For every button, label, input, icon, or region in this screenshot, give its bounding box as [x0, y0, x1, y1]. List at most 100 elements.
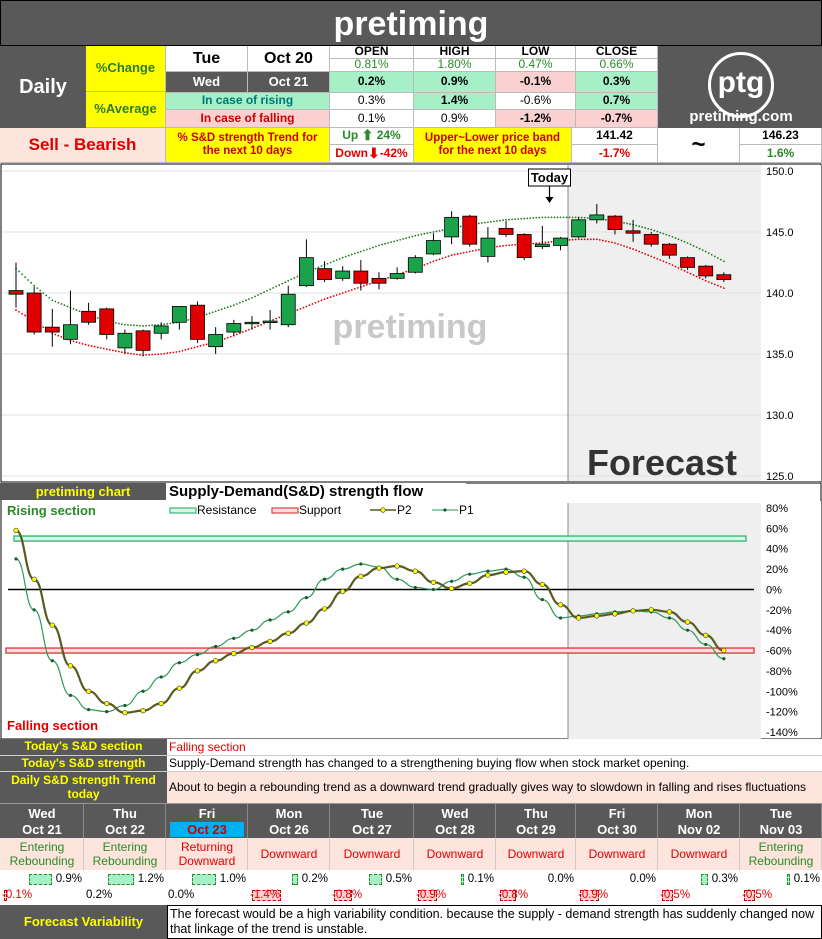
forecast-down-bar: [4, 890, 7, 901]
upper-band-dot: [477, 222, 480, 225]
info-label: Daily S&D strength Trend today: [0, 772, 167, 803]
candle-body: [26, 292, 42, 333]
upper-band-dot: [359, 250, 362, 253]
candle-body: [99, 308, 115, 335]
forecast-down-bar: [252, 890, 281, 901]
lower-band-dot: [272, 318, 275, 321]
candle-body: [135, 330, 151, 351]
p2-point: [430, 579, 437, 585]
p2-point: [576, 615, 582, 621]
lower-band-dot: [248, 328, 250, 331]
upper-band-dot: [432, 231, 435, 233]
forecast-trend-bg: [0, 838, 84, 870]
lower-band-dot: [532, 242, 535, 245]
lower-band-dot: [668, 262, 671, 265]
upper-band-dot: [114, 321, 117, 324]
lower-band-dot: [338, 293, 341, 295]
upper-band-dot: [266, 289, 268, 292]
lower-band-dot: [474, 249, 477, 252]
header-cell: 1.80%: [414, 58, 496, 72]
average-label: %Average: [86, 92, 166, 128]
lower-band-dot: [344, 291, 347, 293]
p1-point: [177, 661, 181, 665]
variability-row: Forecast Variability The forecast would …: [0, 905, 822, 939]
upper-band-dot: [24, 276, 26, 279]
upper-band-dot: [641, 226, 644, 229]
p2-point: [231, 651, 237, 657]
lower-band-dot: [423, 264, 426, 266]
lower-band-dot: [650, 255, 653, 258]
forecast-trend: Entering Rebounding: [748, 840, 814, 869]
candle-body: [298, 257, 314, 287]
sd-y-tick-label: -120%: [766, 707, 798, 719]
p1-point: [395, 577, 399, 581]
lower-band-dot: [229, 335, 232, 338]
upper-band-dot: [423, 232, 426, 235]
lower-band-dot: [589, 238, 592, 241]
lower-band-dot: [99, 347, 102, 349]
upper-band-dot: [626, 222, 628, 225]
p2-point: [684, 619, 691, 625]
lower-band-dot: [238, 332, 241, 335]
upper-band-dot: [120, 323, 123, 326]
upper-band-dot: [96, 317, 99, 319]
lower-band-dot: [441, 257, 444, 260]
upper-band-dot: [350, 253, 353, 256]
p2-legend-label: P2: [397, 503, 412, 517]
candle-body: [353, 270, 369, 284]
forecast-day-header: [576, 804, 658, 838]
lower-band-dot: [257, 325, 259, 327]
lower-band-dot: [686, 271, 689, 274]
upper-band-dot: [45, 294, 48, 297]
forecast-down-bar: [334, 890, 352, 901]
upper-band-dot: [483, 221, 486, 224]
p1-point: [359, 562, 363, 566]
upper-band-dot: [130, 324, 132, 327]
forecast-trend: Entering Rebounding: [92, 840, 158, 869]
lower-band-dot: [341, 292, 344, 294]
candle-body: [226, 323, 242, 333]
p2-point: [176, 685, 182, 691]
upper-band-dot: [226, 306, 229, 309]
lower-band-dot: [136, 353, 138, 356]
candle-body: [534, 243, 550, 248]
lower-band-dot: [405, 270, 408, 273]
lower-band-dot: [320, 299, 323, 302]
p2-point: [213, 658, 219, 664]
support-line: [5, 647, 755, 654]
forecast-trend-bg: [414, 838, 496, 870]
upper-band-dot: [275, 285, 278, 288]
forecast-down-value: -0.5%: [660, 889, 691, 901]
lower-band-dot: [583, 238, 586, 241]
lower-band-dot: [595, 238, 598, 241]
candle-body: [480, 237, 496, 257]
upper-band-dot: [254, 295, 256, 298]
sd-y-tick-label: -40%: [766, 625, 792, 637]
lower-band-dot: [114, 350, 117, 352]
lower-band-dot: [447, 255, 450, 258]
forecast-trend: Downward: [260, 847, 318, 861]
lower-band-dot: [432, 260, 435, 263]
lower-band-dot: [574, 238, 577, 241]
p2-point: [721, 647, 727, 654]
p1-point: [268, 618, 272, 622]
upper-band-dot: [260, 292, 262, 295]
upper-band-dot: [293, 277, 296, 279]
forecast-day-header: [414, 804, 496, 838]
upper-band-dot: [487, 221, 489, 224]
forecast-date: Oct 27: [352, 822, 392, 837]
forecast-day: Fri: [198, 806, 216, 821]
lower-band-dot: [24, 314, 26, 317]
upper-band-dot: [520, 217, 523, 220]
lower-band-dot: [154, 353, 157, 356]
up-arrow-icon: ⬆: [361, 127, 374, 144]
lower-band-dot: [547, 241, 550, 244]
lower-band-dot: [75, 341, 78, 344]
lower-band-dot: [511, 244, 513, 246]
lower-band-dot: [629, 247, 631, 249]
info-row-strength: Today's S&D strength Supply-Demand stren…: [0, 756, 822, 772]
p1-point: [87, 708, 91, 712]
upper-band-dot: [36, 287, 39, 290]
upper-band-dot: [317, 266, 320, 269]
p2-point: [666, 609, 673, 615]
